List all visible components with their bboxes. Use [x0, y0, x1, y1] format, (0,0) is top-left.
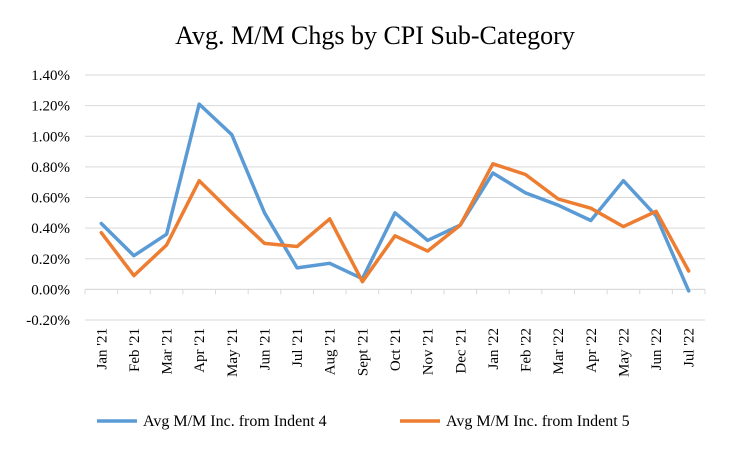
x-axis-ticks: Jan '21 Feb '21 Mar '21 Apr '21 May '21 Jun '…	[84, 289, 706, 377]
gridlines	[85, 74, 705, 321]
x-tick-label: Feb '21	[127, 328, 143, 372]
legend: Avg M/M Inc. from Indent 4 Avg M/M Inc. f…	[97, 413, 630, 430]
x-tick-label: May '22	[616, 328, 632, 377]
y-tick-label: 0.80%	[31, 160, 70, 176]
series-line-1	[99, 102, 691, 293]
x-tick-label: May '21	[225, 328, 241, 377]
x-tick-label: Jul '22	[682, 328, 698, 367]
x-tick-label: Mar '22	[551, 328, 567, 374]
series-line-2	[99, 162, 691, 284]
legend-label-1: Avg M/M Inc. from Indent 4	[143, 413, 327, 430]
y-tick-label: -0.20%	[26, 313, 70, 329]
y-tick-label: 1.20%	[31, 99, 70, 115]
x-tick-label: Nov '21	[421, 328, 437, 375]
x-tick-label: Apr '21	[192, 328, 208, 373]
y-tick-label: 0.00%	[31, 282, 70, 298]
x-tick-label: Mar '21	[160, 328, 176, 374]
x-tick-label: Sept '21	[355, 328, 371, 376]
y-axis-ticks: -0.20% 0.00% 0.20% 0.40% 0.60% 0.80% 1.00% 1.20…	[26, 68, 70, 329]
chart-title: Avg. M/M Chgs by CPI Sub-Category	[175, 21, 575, 50]
y-tick-label: 0.20%	[31, 252, 70, 268]
y-tick-label: 1.40%	[31, 68, 70, 84]
y-tick-label: 0.60%	[31, 191, 70, 207]
x-tick-label: Aug '21	[323, 328, 339, 375]
x-tick-label: Feb '22	[519, 328, 535, 372]
x-tick-label: Jun '21	[257, 328, 273, 370]
x-tick-label: Jan '21	[94, 328, 110, 369]
x-tick-label: Dec '21	[453, 328, 469, 374]
x-tick-label: Apr '22	[584, 328, 600, 373]
x-tick-label: Jan '22	[486, 328, 502, 369]
y-tick-label: 1.00%	[31, 129, 70, 145]
y-tick-label: 0.40%	[31, 221, 70, 237]
legend-label-2: Avg M/M Inc. from Indent 5	[446, 413, 630, 430]
x-tick-label: Jul '21	[290, 328, 306, 367]
series-lines	[99, 102, 691, 293]
x-tick-label: Oct '21	[388, 328, 404, 371]
x-tick-label: Jun '22	[649, 328, 665, 370]
